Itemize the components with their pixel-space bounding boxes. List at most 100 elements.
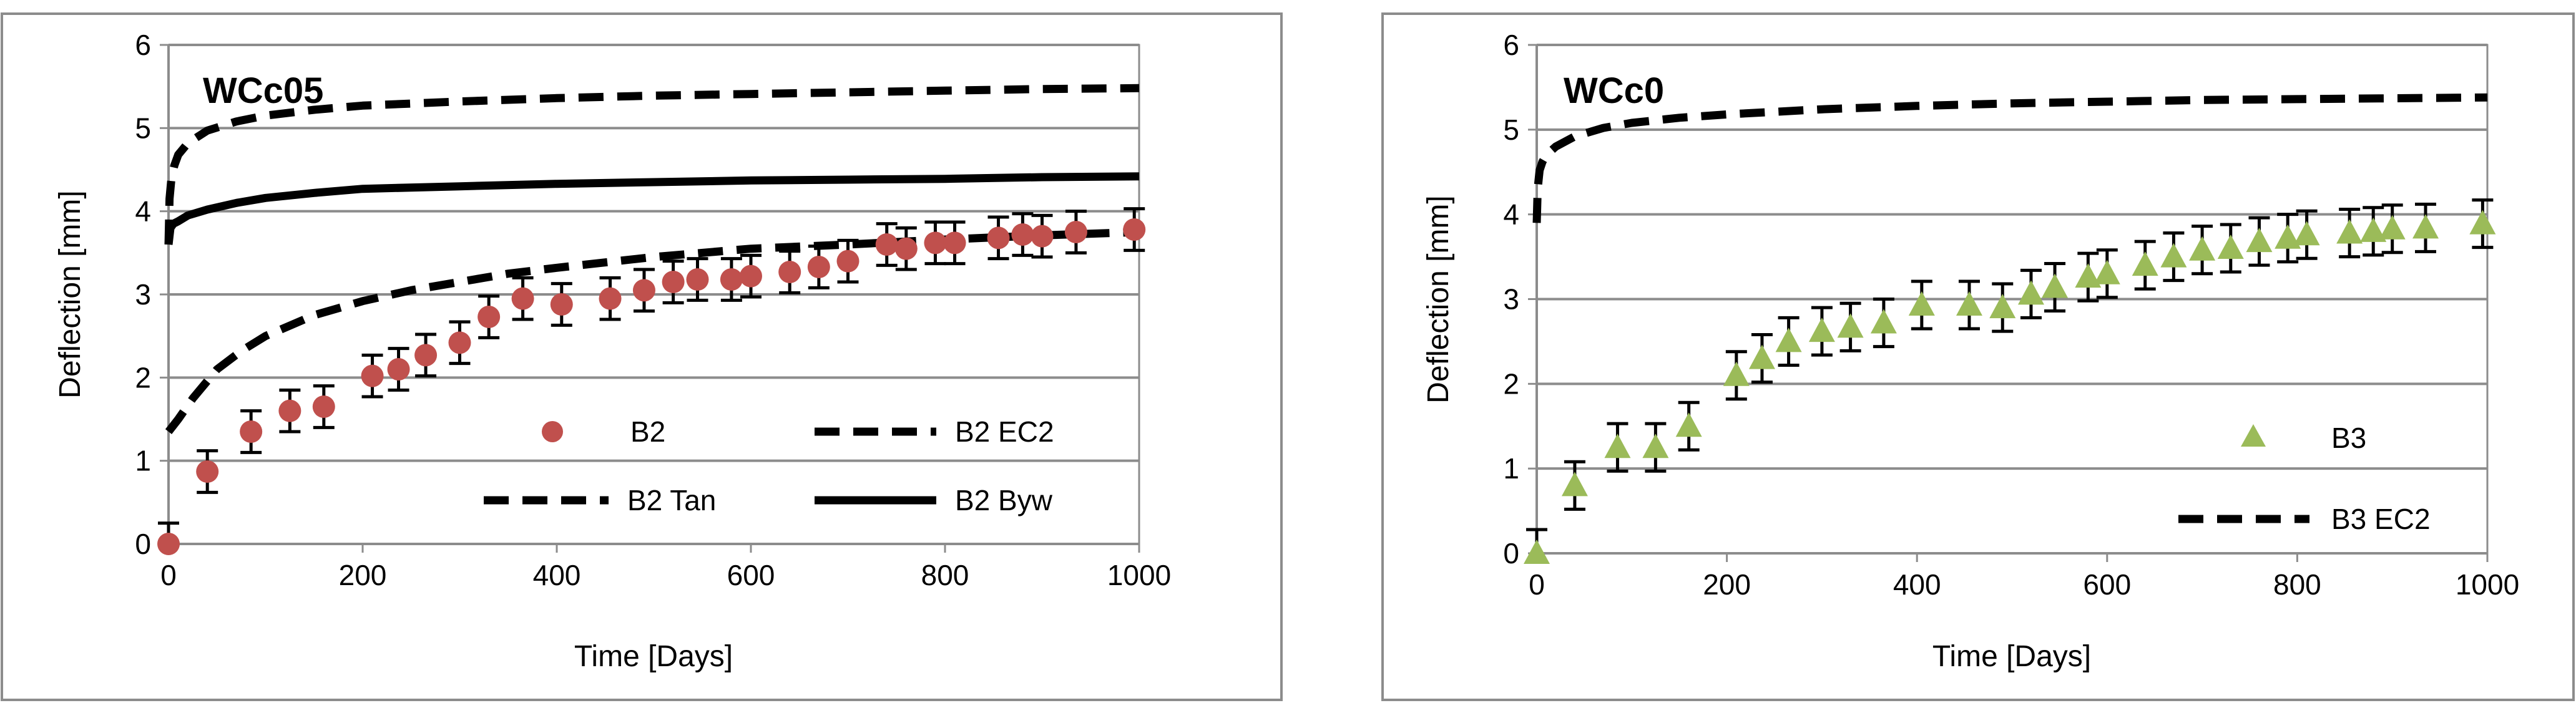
x-tick-label: 800 xyxy=(2273,568,2321,601)
series-line-b2-ec2 xyxy=(164,84,1140,245)
series-line-b2-tan xyxy=(165,228,1140,434)
y-tick-label: 3 xyxy=(1503,283,1519,316)
x-tick-label: 800 xyxy=(921,559,969,591)
data-point-b3 xyxy=(2189,236,2216,261)
data-point-b2 xyxy=(387,358,410,381)
data-point-b3 xyxy=(2336,219,2363,244)
data-point-b2 xyxy=(1064,221,1087,243)
data-point-b2 xyxy=(550,293,573,316)
data-point-b3 xyxy=(2132,251,2158,276)
panel-frame xyxy=(1,12,1283,701)
y-tick-label: 0 xyxy=(1503,537,1519,570)
legend-label-b2: B2 xyxy=(630,415,665,448)
y-tick-label: 5 xyxy=(1503,114,1519,146)
data-point-b2 xyxy=(240,420,263,443)
data-point-b2 xyxy=(943,231,966,255)
y-tick-label: 0 xyxy=(135,528,151,560)
data-point-b2 xyxy=(740,264,762,288)
x-tick-label: 1000 xyxy=(1107,559,1171,591)
gridlines xyxy=(1537,44,2487,470)
y-axis-label: Deflection [mm] xyxy=(1422,195,1455,403)
data-point-b2 xyxy=(894,237,918,260)
data-point-b3 xyxy=(1723,361,1750,386)
data-point-b2 xyxy=(1031,225,1054,248)
data-point-b2 xyxy=(1123,218,1146,241)
data-point-b3 xyxy=(2360,217,2387,242)
data-point-b3 xyxy=(2075,263,2102,288)
data-point-b2 xyxy=(875,233,898,256)
y-tick-label: 5 xyxy=(135,112,151,144)
data-point-b2 xyxy=(807,256,830,278)
x-axis-label: Time [Days] xyxy=(1932,640,2091,673)
series-line-b3-ec2 xyxy=(1532,93,2488,223)
data-point-b3 xyxy=(2379,215,2406,240)
series-line-b2-byw xyxy=(164,172,1140,245)
data-point-b2 xyxy=(157,533,180,555)
x-tick-labels: 0 200 400 600 800 1000 xyxy=(160,559,1171,591)
x-tick-label: 0 xyxy=(1529,568,1545,601)
data-point-b2 xyxy=(196,460,219,483)
data-point-b3 xyxy=(2094,259,2120,284)
data-point-b3 xyxy=(1956,291,1982,316)
data-point-b2 xyxy=(414,344,438,367)
series-markers xyxy=(1524,198,2496,564)
y-tick-labels: 0 1 2 3 4 5 6 xyxy=(1503,29,1519,570)
data-point-b2 xyxy=(924,231,947,255)
y-tick-label: 1 xyxy=(135,445,151,477)
data-point-b3 xyxy=(2469,210,2496,235)
legend-marker-b3 xyxy=(2241,424,2266,447)
chart-title: WCc05 xyxy=(203,70,323,111)
data-point-b2 xyxy=(662,271,685,293)
legend-label-b2-ec2: B2 EC2 xyxy=(955,415,1054,448)
x-tick-labels: 0 200 400 600 800 1000 xyxy=(1529,568,2519,601)
data-point-b3 xyxy=(1561,472,1588,497)
y-tick-label: 2 xyxy=(135,361,151,394)
data-point-b2 xyxy=(477,306,501,328)
data-point-b3 xyxy=(1908,291,1935,316)
data-point-b2 xyxy=(511,287,534,310)
data-point-b3 xyxy=(2160,243,2187,268)
legend-label-b3: B3 xyxy=(2331,422,2366,454)
data-point-b2 xyxy=(987,226,1010,250)
data-point-b2 xyxy=(278,399,301,422)
data-point-b2 xyxy=(686,268,709,291)
x-tick-label: 200 xyxy=(1703,568,1751,601)
x-tick-label: 1000 xyxy=(2456,568,2519,601)
chart-title: WCc0 xyxy=(1564,70,1664,111)
legend-marker-b2 xyxy=(542,421,563,442)
legend-label-b2-tan: B2 Tan xyxy=(627,484,716,516)
x-tick-label: 400 xyxy=(533,559,581,591)
y-tick-label: 4 xyxy=(135,195,151,228)
legend-label-b2-byw: B2 Byw xyxy=(955,484,1053,516)
data-point-b3 xyxy=(1642,434,1669,458)
data-point-b2 xyxy=(632,279,655,302)
data-point-b3 xyxy=(1775,327,1802,352)
x-tick-label: 600 xyxy=(727,559,775,591)
data-point-b3 xyxy=(2042,273,2069,298)
x-tick-label: 600 xyxy=(2083,568,2131,601)
data-point-b2 xyxy=(1011,223,1034,246)
data-point-b3 xyxy=(1524,540,1550,564)
data-point-b3 xyxy=(2275,224,2301,249)
data-point-b2 xyxy=(720,268,743,291)
data-point-b3 xyxy=(2217,235,2244,259)
y-tick-label: 6 xyxy=(1503,29,1519,61)
y-tick-label: 1 xyxy=(1503,452,1519,485)
data-point-b3 xyxy=(1837,313,1864,338)
x-tick-label: 200 xyxy=(339,559,387,591)
legend: B3 B3 EC2 xyxy=(2178,422,2431,535)
data-point-b2 xyxy=(599,287,622,310)
x-tick-label: 400 xyxy=(1893,568,1941,601)
data-point-b3 xyxy=(2412,214,2439,239)
data-point-b2 xyxy=(448,331,471,354)
legend: B2 B2 EC2 B2 Tan B2 Byw xyxy=(484,415,1054,516)
series-lines xyxy=(164,84,1140,434)
data-point-b3 xyxy=(1604,434,1631,458)
legend-label-b3-ec2: B3 EC2 xyxy=(2331,503,2431,535)
series-markers xyxy=(157,207,1146,555)
x-axis-label: Time [Days] xyxy=(574,640,733,673)
y-axis-label: Deflection [mm] xyxy=(54,190,87,398)
data-point-b2 xyxy=(361,364,384,387)
data-point-b3 xyxy=(1870,309,1897,334)
y-tick-label: 3 xyxy=(135,278,151,311)
